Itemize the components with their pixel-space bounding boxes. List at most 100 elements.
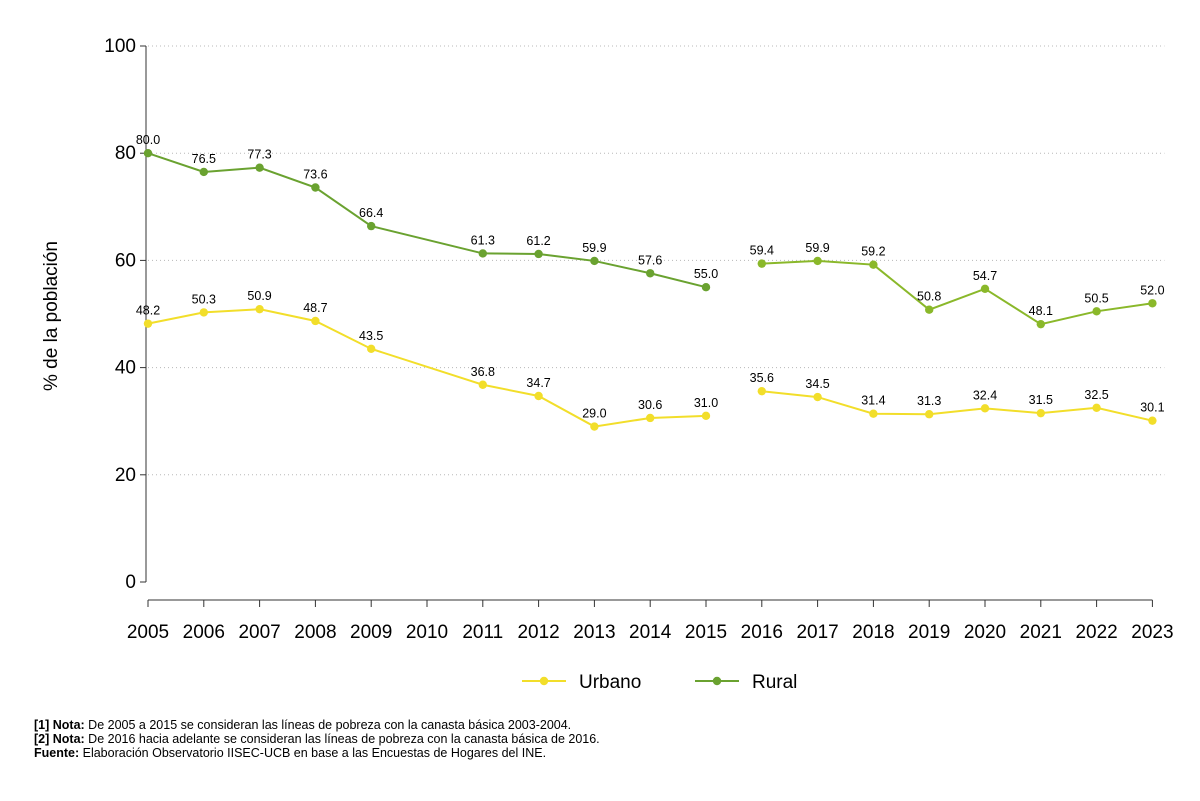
note-2-text: De 2016 hacia adelante se consideran las… [84, 732, 600, 746]
footnotes: [1] Nota: De 2005 a 2015 se consideran l… [34, 718, 600, 760]
rural-point-2019 [925, 305, 934, 314]
urbano-data-label-2013: 29.0 [582, 407, 606, 421]
x-tick-label: 2005 [127, 622, 169, 643]
rural-point-2018 [869, 260, 878, 269]
x-tick-label: 2018 [852, 622, 894, 643]
rural-point-2014 [646, 269, 655, 278]
rural-data-label-2019: 50.8 [917, 290, 941, 304]
urbano-point-2011 [478, 380, 487, 389]
x-tick-label: 2023 [1131, 622, 1173, 643]
urbano-data-label-2011: 36.8 [471, 365, 495, 379]
urbano-line-segment-1 [147, 308, 707, 428]
urbano-point-2021 [1036, 408, 1046, 418]
urbano-point-2022 [1092, 403, 1101, 412]
rural-point-2013 [590, 256, 599, 266]
rural-point-2005 [143, 149, 153, 158]
x-tick-label: 2010 [406, 622, 448, 643]
rural-data-label-2017: 59.9 [805, 241, 829, 255]
urbano-data-label-2023: 30.1 [1140, 401, 1164, 415]
x-tick-label: 2013 [573, 622, 615, 643]
source-label: Fuente: [34, 746, 80, 760]
source-text: Elaboración Observatorio IISEC-UCB en ba… [79, 746, 547, 760]
rural-point-2011 [478, 249, 487, 258]
x-tick-label: 2009 [350, 622, 392, 643]
rural-point-2012 [534, 249, 543, 259]
x-tick-label: 2008 [294, 622, 336, 643]
rural-data-label-2021: 48.1 [1029, 304, 1053, 318]
urbano-point-2006 [199, 308, 208, 317]
rural-data-label-2022: 50.5 [1084, 291, 1108, 305]
x-tick-label: 2016 [741, 622, 783, 643]
x-tick-label: 2011 [462, 622, 503, 643]
urbano-point-2023 [1148, 416, 1157, 425]
urbano-data-label-2008: 48.7 [303, 301, 327, 315]
line-chart: 0 20 40 60 80 100 2005 2006 2007 2008 2009 2010 2011… [41, 36, 1174, 693]
urbano-data-label-2022: 32.5 [1084, 388, 1108, 402]
rural-point-2021 [1036, 319, 1046, 329]
urbano-line-segment-2 [761, 390, 1153, 422]
rural-data-label-2015: 55.0 [694, 267, 718, 281]
urbano-point-2015 [701, 411, 711, 421]
rural-line-segment-1 [147, 152, 707, 289]
rural-point-2022 [1092, 307, 1101, 316]
note-2: [2] Nota: De 2016 hacia adelante se cons… [34, 732, 600, 746]
urbano-data-label-2012: 34.7 [526, 376, 550, 390]
urbano-data-label-2019: 31.3 [917, 394, 941, 408]
urbano-data-label-2016: 35.6 [750, 371, 774, 385]
urbano-data-label-2021: 31.5 [1029, 393, 1053, 407]
urbano-point-2008 [311, 316, 320, 326]
urbano-data-label-2007: 50.9 [247, 289, 271, 303]
x-tick-label: 2017 [796, 622, 838, 643]
rural-point-2023 [1148, 299, 1157, 308]
urbano-data-label-2018: 31.4 [861, 394, 885, 408]
y-tick-label: 40 [115, 358, 136, 379]
rural-legend-marker [712, 676, 722, 686]
rural-point-2015 [701, 283, 711, 292]
urbano-point-2013 [590, 422, 599, 431]
rural-data-label-2023: 52.0 [1140, 283, 1164, 297]
y-tick-label: 80 [115, 143, 136, 164]
rural-data-label-2020: 54.7 [973, 269, 997, 283]
urbano-data-label-2009: 43.5 [359, 329, 383, 343]
urbano-point-2019 [925, 410, 934, 419]
urbano-point-2009 [367, 344, 376, 354]
legend: Urbano Rural [522, 672, 797, 693]
urbano-point-2018 [869, 409, 878, 418]
urbano-data-label-2020: 32.4 [973, 388, 997, 402]
rural-data-label-2005: 80.0 [136, 133, 160, 147]
x-tick-label: 2021 [1020, 622, 1062, 643]
grid-lines [148, 45, 1165, 476]
urbano-point-2012 [534, 391, 543, 401]
note-1: [1] Nota: De 2005 a 2015 se consideran l… [34, 718, 600, 732]
urbano-data-label-2015: 31.0 [694, 396, 718, 410]
urbano-data-label-2017: 34.5 [805, 377, 829, 391]
rural-point-2020 [980, 284, 990, 294]
urbano-point-2007 [255, 304, 264, 314]
note-2-label: [2] Nota: [34, 732, 85, 746]
x-tick-label: 2007 [238, 622, 280, 643]
urbano-point-2017 [813, 392, 822, 402]
x-tick-label: 2019 [908, 622, 950, 643]
note-1-text: De 2005 a 2015 se consideran las líneas … [84, 718, 572, 732]
urbano-data-label-2006: 50.3 [192, 292, 216, 306]
rural-point-2016 [757, 259, 766, 268]
x-tick-label: 2014 [629, 622, 672, 643]
source-note: Fuente: Elaboración Observatorio IISEC-U… [34, 746, 600, 760]
x-tick-label: 2012 [517, 622, 559, 643]
urbano-data-label-2005: 48.2 [136, 304, 160, 318]
rural-legend-label: Rural [752, 672, 797, 693]
rural-data-label-2018: 59.2 [861, 245, 885, 259]
rural-data-label-2009: 66.4 [359, 206, 383, 220]
y-tick-label: 100 [104, 36, 136, 57]
x-tick-label: 2022 [1075, 622, 1117, 643]
rural-point-2007 [255, 163, 264, 172]
y-axis-label: % de la población [41, 241, 62, 391]
y-tick-label: 20 [115, 465, 136, 486]
y-tick-label: 60 [115, 250, 136, 271]
rural-data-label-2016: 59.4 [750, 244, 774, 258]
rural-data-label-2014: 57.6 [638, 253, 662, 267]
note-1-label: [1] Nota: [34, 718, 85, 732]
rural-data-label-2011: 61.3 [471, 233, 495, 247]
urbano-legend-marker [539, 676, 549, 686]
rural-data-label-2013: 59.9 [582, 241, 606, 255]
